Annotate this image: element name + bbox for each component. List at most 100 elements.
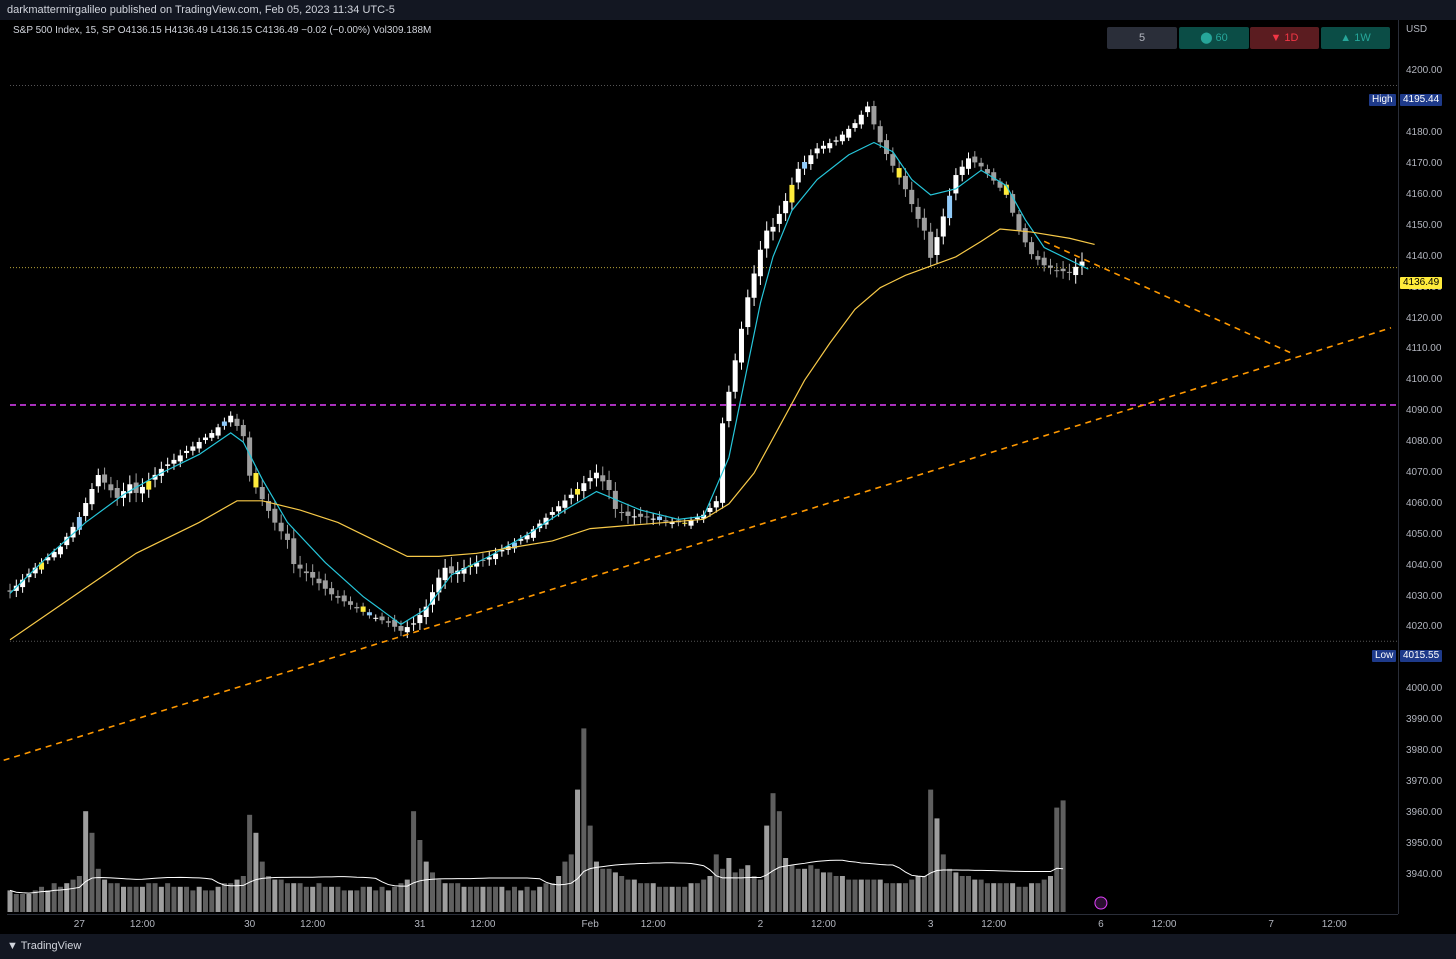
volume-bar (738, 868, 744, 912)
volume-bar (625, 879, 631, 912)
volume-bar (20, 894, 26, 912)
price-tick: 4060.00 (1406, 497, 1443, 509)
candle-body (587, 477, 593, 482)
candle-body (663, 520, 669, 522)
volume-bar (253, 832, 259, 912)
volume-bar (26, 894, 32, 912)
candle-body (650, 518, 656, 520)
candle-body (1047, 265, 1053, 268)
time-tick: 12:00 (300, 919, 326, 930)
candle-body (764, 230, 770, 249)
volume-bar (7, 890, 13, 912)
price-tick: 4030.00 (1406, 590, 1443, 602)
volume-bar (1047, 876, 1053, 912)
price-tick: 3960.00 (1406, 806, 1443, 818)
volume-bar (511, 886, 517, 912)
candle-body (997, 181, 1003, 188)
volume-bar (165, 883, 171, 912)
candle-body (348, 601, 354, 605)
candle-body (877, 126, 883, 143)
volume-bar (896, 883, 902, 912)
timeframe-60[interactable]: ⬤ 60 (1179, 27, 1249, 49)
time-tick: 12:00 (129, 919, 155, 930)
candle-body (915, 206, 921, 219)
volume-bar (928, 789, 934, 912)
volume-bar (852, 879, 858, 912)
volume-bar (234, 879, 240, 912)
timeframe-5[interactable]: 5 (1107, 27, 1177, 49)
volume-bar (259, 861, 265, 912)
volume-bar (266, 876, 272, 912)
volume-bar (171, 886, 177, 912)
price-tick: 4160.00 (1406, 189, 1443, 200)
price-tick: 4110.00 (1406, 343, 1442, 355)
candle-body (568, 494, 574, 499)
price-axis[interactable] (1398, 20, 1456, 914)
volume-bar (436, 879, 442, 912)
candle-body (783, 200, 789, 214)
volume-bar (871, 879, 877, 912)
candle-body (474, 562, 480, 567)
volume-bar (657, 886, 663, 912)
volume-bar (606, 868, 612, 912)
volume-bar (575, 789, 581, 912)
candle-body (549, 512, 555, 515)
candle-body (1035, 256, 1041, 260)
candle-body (1073, 266, 1079, 276)
volume-bar (682, 886, 688, 912)
candle-body (928, 231, 934, 258)
candle-body (966, 158, 972, 169)
volume-bar (726, 858, 732, 912)
candle-body (202, 437, 208, 441)
volume-bar (177, 886, 183, 912)
candle-body (39, 562, 45, 570)
candle-body (984, 169, 990, 174)
candle-body (215, 427, 221, 436)
volume-bar (827, 872, 833, 912)
volume-bar (83, 811, 89, 912)
candle-body (770, 226, 776, 232)
low-label: Low (1372, 650, 1397, 662)
volume-bar (694, 883, 700, 912)
ohlc-close: C4136.49 (255, 25, 299, 36)
volume-bar (802, 868, 808, 912)
candle-body (688, 520, 694, 526)
timeframe-1w[interactable]: ▲ 1W (1321, 27, 1390, 49)
candle-body (1054, 270, 1060, 272)
volume-bar (133, 886, 139, 912)
price-tick: 4000.00 (1406, 683, 1443, 695)
volume-bar (991, 883, 997, 912)
volume-bar (467, 886, 473, 912)
candle-body (278, 522, 284, 532)
volume-bar (1035, 883, 1041, 912)
volume-bar (556, 876, 562, 912)
timeframe-1d[interactable]: ▼ 1D (1250, 27, 1319, 49)
ema-slow-line (9, 228, 1095, 641)
candle-body (398, 625, 404, 631)
volume-bar (152, 883, 158, 912)
volume-bar (997, 883, 1003, 912)
volume-bar (89, 832, 95, 912)
timeframe-60-label: ⬤ 60 (1200, 32, 1228, 44)
candle-body (1016, 214, 1022, 231)
price-tick: 4140.00 (1406, 250, 1443, 262)
volume-bar (795, 868, 801, 912)
ohlc-open: O4136.15 (117, 25, 162, 36)
volume-bar (820, 872, 826, 912)
candle-body (865, 106, 871, 113)
candle-body (1010, 194, 1016, 213)
time-tick: 3 (927, 919, 934, 930)
ohlc-low: L4136.15 (210, 25, 253, 36)
volume-bar (442, 883, 448, 912)
candle-body (846, 128, 852, 138)
volume-bar (751, 876, 757, 912)
candle-body (7, 590, 13, 592)
ascending-trendline (3, 327, 1392, 762)
volume-bar (984, 883, 990, 912)
candle-body (738, 328, 744, 363)
candle-body (102, 474, 108, 483)
time-axis[interactable] (7, 914, 1398, 935)
volume-bar (972, 879, 978, 912)
candle-body (511, 542, 517, 549)
